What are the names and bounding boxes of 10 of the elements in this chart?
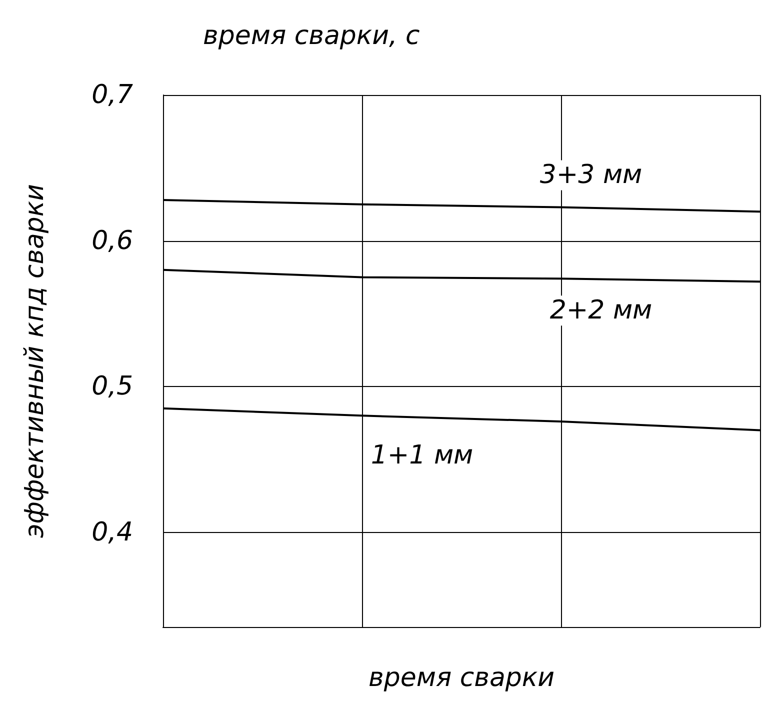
y-tick-label: 0,7 xyxy=(92,80,134,110)
chart-title: время сварки, с xyxy=(203,21,420,51)
series-label: 2+2 мм xyxy=(550,296,652,326)
y-tick-label: 0,6 xyxy=(92,226,133,256)
y-tick-label: 0,4 xyxy=(92,517,133,548)
y-tick-label: 0,5 xyxy=(92,372,133,402)
series-label: 3+3 мм xyxy=(540,160,642,190)
series-label: 1+1 мм xyxy=(370,440,474,471)
y-axis-title: эффективный кпд сварки xyxy=(20,184,50,538)
x-axis-title: время сварки xyxy=(368,663,554,693)
